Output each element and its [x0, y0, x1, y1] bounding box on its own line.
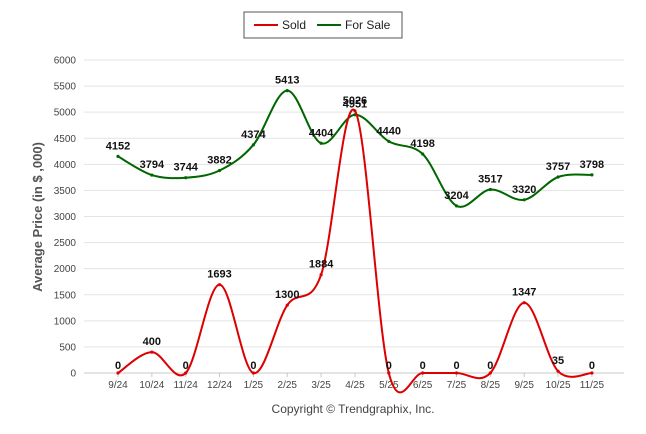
y-tick-label: 0: [70, 369, 76, 380]
data-label-for-sale: 5413: [275, 75, 299, 87]
data-label-sold: 0: [589, 360, 595, 372]
data-label-sold: 0: [386, 360, 392, 372]
data-point-sold[interactable]: [184, 371, 188, 375]
data-point-for-sale[interactable]: [488, 187, 492, 192]
x-tick-label: 1/25: [244, 380, 264, 391]
x-tick-label: 3/25: [311, 380, 331, 391]
series-line-sold: [117, 108, 593, 394]
data-point-sold[interactable]: [590, 371, 594, 375]
x-tick-label: 10/25: [546, 380, 571, 391]
legend: Sold For Sale: [243, 11, 403, 39]
data-point-sold[interactable]: [556, 369, 560, 373]
data-label-sold: 5026: [343, 95, 367, 107]
y-tick-label: 2500: [54, 238, 77, 249]
data-label-sold: 0: [487, 360, 493, 372]
data-point-sold[interactable]: [353, 109, 357, 113]
data-point-sold[interactable]: [387, 371, 391, 375]
data-point-sold[interactable]: [488, 371, 492, 375]
axis-layer: 0500100015002000250030003500400045005000…: [54, 56, 605, 392]
x-tick-label: 9/25: [514, 380, 534, 391]
x-tick-label: 2/25: [278, 380, 298, 391]
data-label-sold: 0: [183, 360, 189, 372]
data-label-for-sale: 4152: [106, 140, 130, 152]
data-point-for-sale[interactable]: [251, 143, 255, 147]
data-point-sold[interactable]: [150, 350, 154, 354]
data-label-for-sale: 3204: [444, 190, 469, 202]
data-label-for-sale: 3794: [140, 159, 165, 171]
data-point-for-sale[interactable]: [319, 141, 323, 145]
x-tick-label: 9/24: [108, 380, 128, 391]
data-point-for-sale[interactable]: [421, 152, 425, 156]
data-point-for-sale[interactable]: [454, 204, 459, 208]
data-label-for-sale: 4198: [410, 138, 434, 150]
x-tick-label: 12/24: [207, 380, 232, 391]
data-label-for-sale: 3744: [173, 162, 198, 174]
data-point-for-sale[interactable]: [522, 198, 526, 202]
data-point-for-sale[interactable]: [387, 139, 391, 143]
x-tick-label: 10/24: [139, 380, 164, 391]
data-point-for-sale[interactable]: [285, 89, 289, 93]
data-label-sold: 1347: [512, 287, 536, 299]
data-label-for-sale: 4404: [309, 127, 334, 139]
legend-label-for-sale[interactable]: For Sale: [345, 18, 391, 32]
data-label-sold: 1300: [275, 289, 299, 301]
data-label-for-sale: 4374: [241, 129, 266, 141]
data-label-sold: 1693: [207, 269, 231, 281]
data-label-for-sale: 3757: [546, 161, 570, 173]
y-tick-label: 4500: [54, 134, 77, 145]
data-label-sold: 0: [115, 360, 121, 372]
data-point-sold[interactable]: [421, 371, 425, 375]
data-point-sold[interactable]: [319, 273, 323, 277]
data-label-sold: 0: [453, 360, 459, 372]
grid-layer: [84, 59, 624, 374]
y-axis-label: Average Price (in $ ,000): [30, 142, 45, 292]
data-label-sold: 1884: [309, 259, 334, 271]
y-tick-label: 1000: [54, 316, 77, 327]
y-tick-label: 500: [59, 342, 76, 353]
data-label-sold: 35: [552, 355, 564, 367]
data-label-for-sale: 3798: [580, 159, 604, 171]
y-tick-label: 3000: [54, 212, 77, 223]
y-tick-label: 2000: [54, 264, 77, 275]
data-label-for-sale: 3882: [207, 154, 231, 166]
data-label-for-sale: 4951: [343, 99, 367, 111]
data-point-sold[interactable]: [454, 371, 459, 375]
data-label-for-sale: 4440: [377, 125, 401, 137]
x-tick-label: 8/25: [481, 380, 501, 391]
data-point-for-sale[interactable]: [184, 176, 188, 180]
x-tick-label: 6/25: [413, 380, 433, 391]
legend-label-sold[interactable]: Sold: [282, 18, 306, 32]
data-point-sold[interactable]: [217, 283, 222, 287]
data-label-for-sale: 3517: [478, 174, 502, 186]
data-label-sold: 0: [250, 360, 256, 372]
y-tick-label: 5500: [54, 82, 77, 93]
data-label-layer: 0 400 0 1693 0 1300 1884 5026 0 0 0 0 1347 35 0 4152 379…: [106, 75, 604, 372]
y-tick-label: 3500: [54, 186, 77, 197]
x-tick-label: 11/24: [174, 380, 199, 391]
y-tick-label: 4000: [54, 160, 77, 171]
data-point-sold[interactable]: [251, 371, 255, 375]
data-label-for-sale: 3320: [512, 184, 536, 196]
data-point-sold[interactable]: [116, 371, 120, 375]
data-point-for-sale[interactable]: [116, 154, 120, 159]
data-point-for-sale[interactable]: [556, 175, 560, 179]
y-tick-label: 1500: [54, 290, 77, 301]
data-point-for-sale[interactable]: [590, 173, 594, 177]
x-tick-label: 7/25: [447, 380, 467, 391]
data-point-for-sale[interactable]: [217, 168, 222, 173]
copyright-text: Copyright © Trendgraphix, Inc.: [272, 402, 435, 416]
data-point-sold[interactable]: [285, 303, 289, 307]
series-layer: [116, 89, 594, 394]
x-tick-label: 4/25: [345, 380, 365, 391]
y-tick-label: 6000: [54, 56, 77, 67]
data-label-sold: 400: [143, 336, 161, 348]
data-point-sold[interactable]: [522, 301, 526, 305]
x-tick-label: 11/25: [580, 380, 605, 391]
y-tick-label: 5000: [54, 108, 77, 119]
data-label-sold: 0: [420, 360, 426, 372]
x-tick-label: 5/25: [379, 380, 399, 391]
data-point-for-sale[interactable]: [150, 173, 154, 177]
